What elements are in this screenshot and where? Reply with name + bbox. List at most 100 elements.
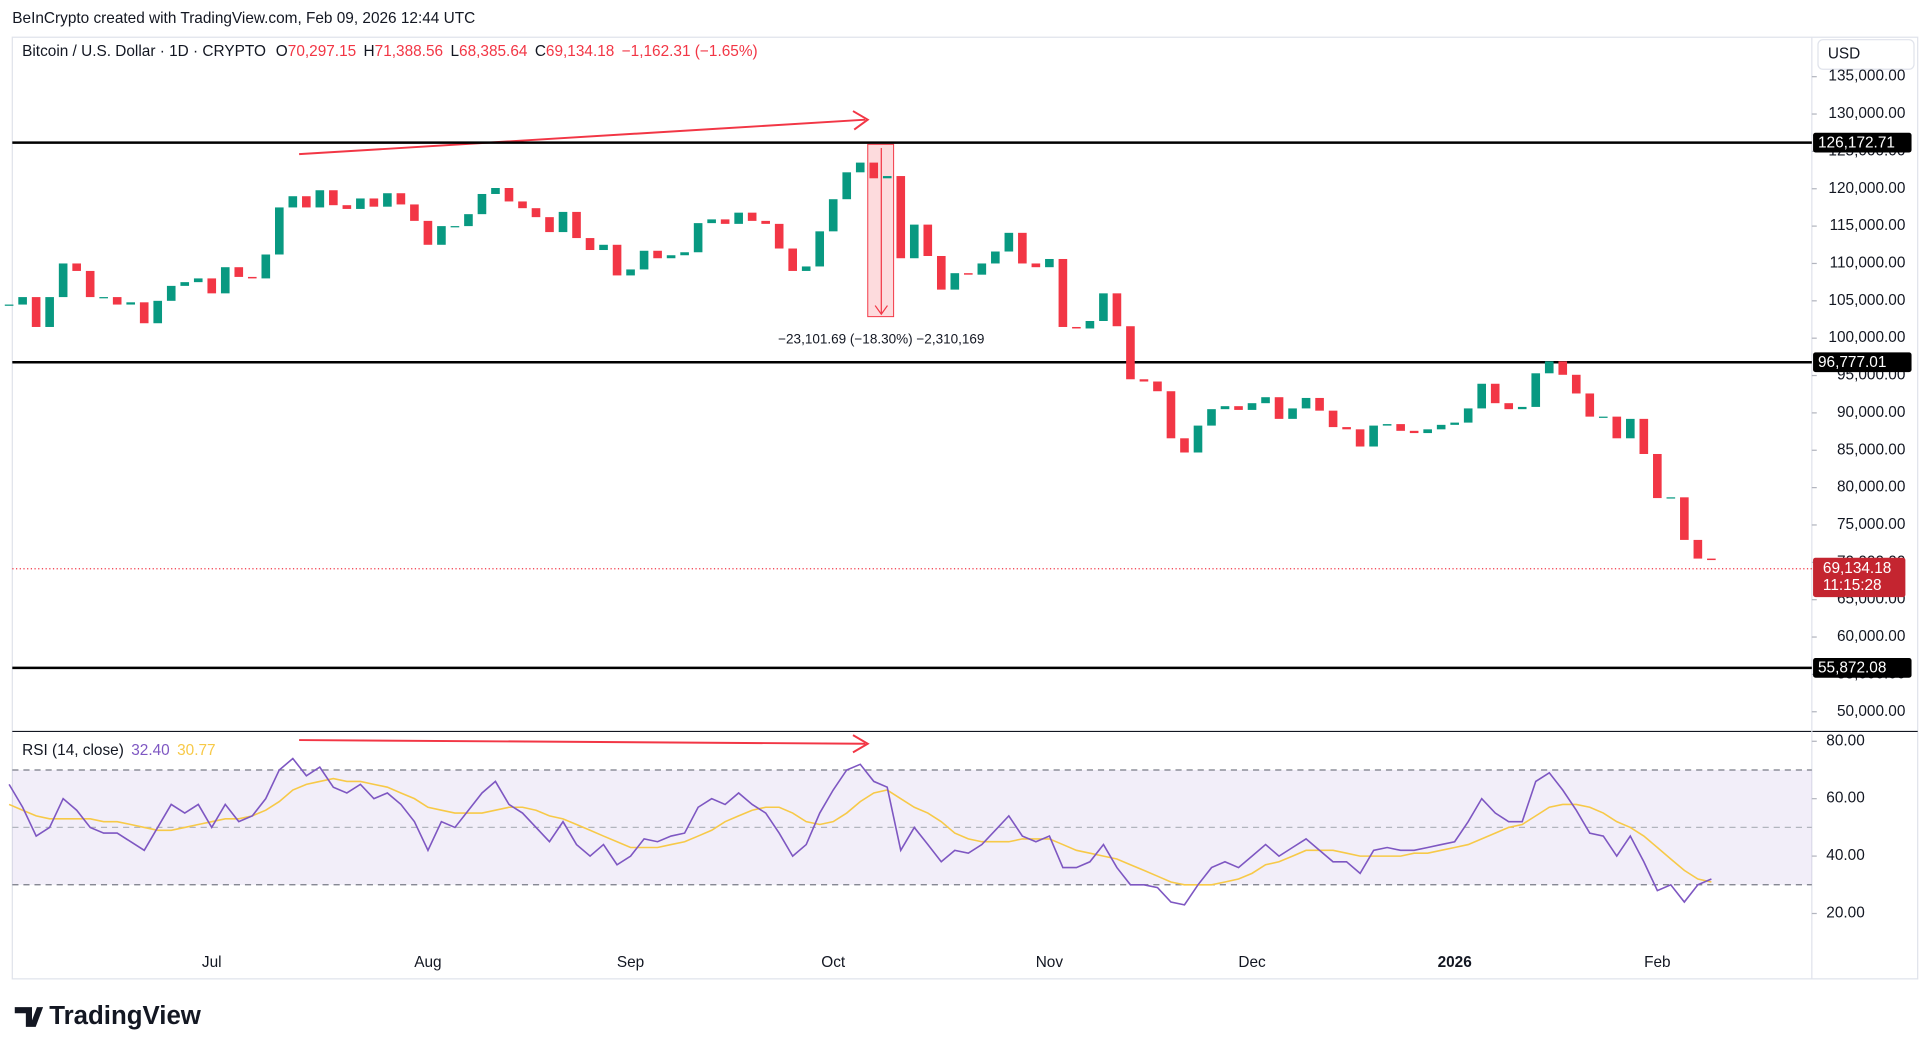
candle — [896, 176, 906, 259]
candle — [450, 226, 460, 228]
candle — [72, 263, 81, 271]
x-tick-label: Nov — [1036, 954, 1064, 971]
y-tick-label: 75,000.00 — [1837, 516, 1905, 533]
candle — [1680, 497, 1689, 540]
candle — [815, 231, 825, 267]
y-tick-label: 110,000.00 — [1830, 255, 1906, 272]
rsi-y-tick-label: 20.00 — [1826, 905, 1864, 922]
level-label: 55,872.08 — [1818, 660, 1886, 677]
candle — [423, 220, 433, 245]
y-tick-label: 60,000.00 — [1837, 628, 1905, 645]
candle — [720, 219, 730, 224]
candle — [112, 297, 122, 305]
candle — [923, 224, 933, 256]
candle — [1355, 429, 1365, 447]
candle — [1315, 397, 1324, 411]
candle — [1639, 418, 1649, 454]
rsi-title: RSI (14, close) — [22, 742, 124, 759]
candle — [220, 267, 230, 294]
ohlc-value: 71,388.56 — [375, 43, 443, 60]
candle — [950, 273, 960, 290]
x-tick-label: Aug — [414, 954, 441, 971]
rsi-divergence-arrow-head — [852, 734, 870, 754]
measure-arrow-head — [874, 305, 888, 316]
rsi-line — [8, 757, 1712, 906]
candle — [626, 269, 635, 276]
candle — [842, 172, 852, 200]
candle — [1153, 381, 1162, 392]
rsi-divergence-line — [299, 739, 866, 745]
candle — [1234, 406, 1243, 410]
symbol: Bitcoin / U.S. Dollar · 1D · CRYPTO — [22, 43, 266, 60]
candle — [1504, 403, 1514, 410]
candle — [342, 205, 352, 209]
candle — [1585, 393, 1595, 417]
currency-box[interactable] — [1817, 39, 1915, 70]
candle — [936, 255, 946, 290]
candle — [1247, 403, 1257, 410]
candle — [139, 302, 149, 324]
y-tick-label: 115,000.00 — [1830, 217, 1906, 234]
x-tick-label: Oct — [821, 954, 846, 971]
candle — [369, 198, 379, 207]
y-tick-label: 120,000.00 — [1828, 180, 1905, 197]
candle — [477, 193, 487, 215]
frame — [11, 36, 1919, 980]
candle — [1490, 383, 1500, 404]
x-tick-label: Jul — [202, 954, 222, 971]
candle — [639, 250, 649, 270]
candle — [761, 220, 770, 224]
candle — [1436, 424, 1446, 430]
rsi-legend-value: 32.40 — [131, 742, 169, 759]
rsi-line — [8, 777, 1712, 886]
measure-text: −23,101.69 (−18.30%) −2,310,169 — [778, 332, 984, 347]
candle — [1193, 425, 1203, 453]
candle — [329, 190, 338, 206]
candle — [869, 162, 879, 179]
candle — [4, 304, 14, 306]
candle — [1477, 383, 1487, 409]
candle — [247, 276, 257, 279]
level-label-box — [1813, 658, 1912, 678]
y-tick-label: 105,000.00 — [1828, 292, 1905, 309]
level-label-box — [1813, 352, 1912, 373]
candle — [1031, 263, 1041, 268]
candle — [1072, 326, 1081, 329]
candle — [126, 302, 136, 305]
candle — [437, 226, 446, 245]
candle — [1450, 422, 1459, 425]
candle — [991, 251, 1000, 264]
candle — [288, 196, 298, 208]
y-tick-label: 50,000.00 — [1837, 703, 1905, 720]
candle — [518, 201, 527, 209]
candle — [1099, 293, 1108, 321]
candle — [1139, 379, 1149, 382]
candle — [1274, 397, 1284, 419]
x-tick-label: Feb — [1644, 954, 1671, 971]
ohlc-key: L — [450, 43, 459, 60]
candle — [680, 252, 689, 256]
candle — [1058, 258, 1068, 327]
candle — [302, 196, 311, 208]
brand: TradingView — [49, 1002, 202, 1030]
candle — [1463, 408, 1473, 423]
x-tick-label: Dec — [1238, 954, 1266, 971]
candle — [1018, 232, 1027, 264]
y-tick-label: 90,000.00 — [1837, 404, 1905, 421]
candle — [1544, 361, 1554, 374]
candle — [707, 219, 716, 224]
candle — [801, 266, 811, 271]
countdown: 11:15:28 — [1823, 577, 1882, 594]
candle — [45, 297, 54, 327]
candle — [1598, 416, 1608, 418]
candle — [396, 193, 406, 205]
candle — [612, 244, 622, 276]
candle — [1612, 416, 1622, 439]
candle — [1531, 373, 1541, 407]
candle — [1004, 232, 1014, 252]
attribution: BeInCrypto created with TradingView.com,… — [12, 10, 475, 27]
candle — [1112, 293, 1122, 327]
candle — [99, 297, 108, 299]
